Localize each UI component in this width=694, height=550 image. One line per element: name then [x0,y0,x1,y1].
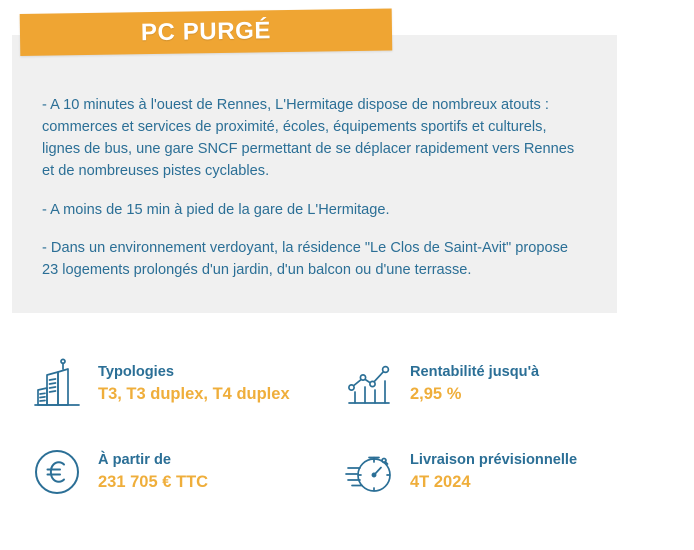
feature-text-livraison: Livraison prévisionnelle 4T 2024 [410,452,577,491]
feature-value: 231 705 € TTC [98,473,209,492]
banner-title: PC PURGÉ [140,17,272,47]
feature-value: 2,95 % [410,385,462,404]
feature-label: Rentabilité jusqu'à [410,364,540,381]
header-banner: PC PURGÉ [0,0,694,70]
feature-livraison: Livraison prévisionnelle 4T 2024 [342,428,654,516]
feature-value: T3, T3 duplex, T4 duplex [98,385,290,404]
feature-typologies: Typologies T3, T3 duplex, T4 duplex [30,340,342,428]
stopwatch-icon [342,444,396,500]
description-paragraph: - A 10 minutes à l'ouest de Rennes, L'He… [42,97,575,179]
building-icon [30,356,84,412]
feature-grid: Typologies T3, T3 duplex, T4 duplex [0,340,694,520]
description-paragraph: - A moins de 15 min à pied de la gare de… [42,201,390,218]
bar-chart-trend-icon [342,356,396,412]
feature-text-rentabilite: Rentabilité jusqu'à 2,95 % [410,364,539,403]
feature-rentabilite: Rentabilité jusqu'à 2,95 % [342,340,654,428]
description-panel: - A 10 minutes à l'ouest de Rennes, L'He… [12,35,617,313]
euro-circle-icon [30,444,84,500]
feature-label: Livraison prévisionnelle [410,452,578,469]
feature-text-prix: À partir de 231 705 € TTC [98,452,208,491]
feature-prix: À partir de 231 705 € TTC [30,428,342,516]
feature-text-typologies: Typologies T3, T3 duplex, T4 duplex [98,364,290,403]
feature-label: Typologies [98,364,174,381]
description-text-block: - A 10 minutes à l'ouest de Rennes, L'He… [42,95,587,282]
feature-label: À partir de [98,452,171,469]
description-paragraph: - Dans un environnement verdoyant, la ré… [42,240,569,279]
feature-value: 4T 2024 [410,473,471,492]
